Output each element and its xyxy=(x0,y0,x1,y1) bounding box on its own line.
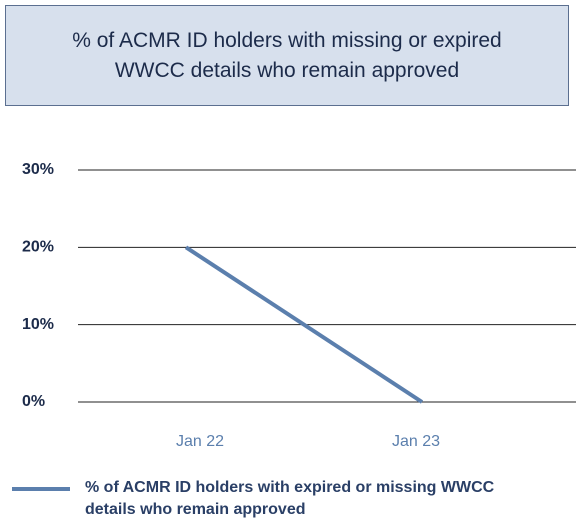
data-line xyxy=(184,245,424,404)
x-tick-label: Jan 22 xyxy=(176,433,224,450)
legend-label: % of ACMR ID holders with expired or mis… xyxy=(85,479,495,518)
y-tick-label: 20% xyxy=(22,239,54,256)
y-tick-label: 30% xyxy=(22,161,54,178)
title-box: % of ACMR ID holders with missing or exp… xyxy=(5,5,569,106)
x-tick-label: Jan 23 xyxy=(392,433,440,450)
y-tick-label: 10% xyxy=(22,316,54,333)
chart-title: % of ACMR ID holders with missing or exp… xyxy=(72,28,502,82)
y-tick-label: 0% xyxy=(22,393,45,410)
